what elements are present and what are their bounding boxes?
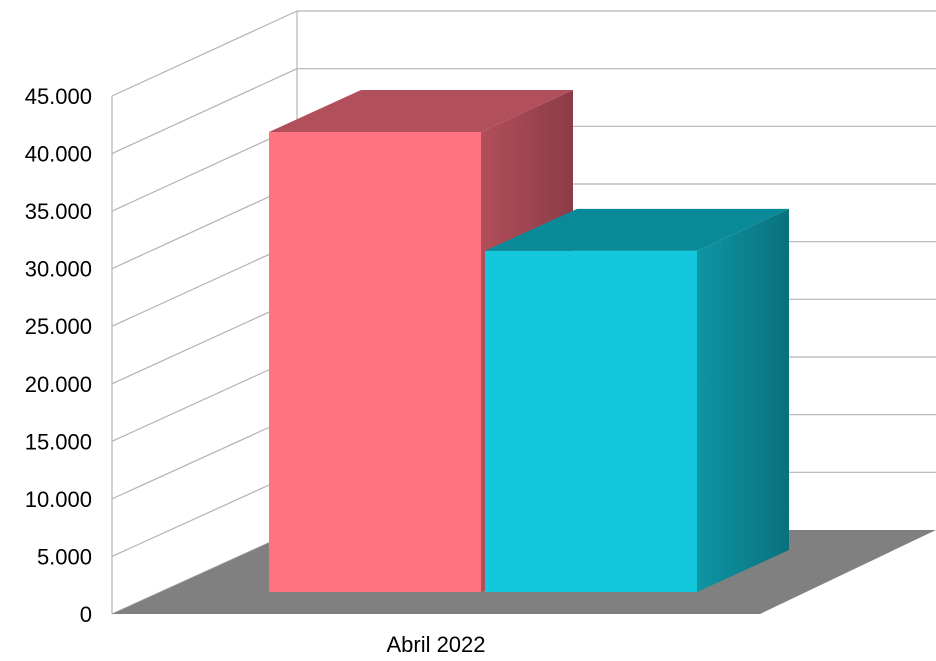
bars bbox=[269, 90, 789, 593]
y-tick-label: 40.000 bbox=[25, 142, 92, 167]
side-gridline bbox=[111, 471, 298, 557]
side-gridline bbox=[111, 414, 298, 500]
bar-top-face bbox=[269, 90, 573, 133]
y-tick-label: 35.000 bbox=[25, 199, 92, 224]
side-gridline bbox=[111, 241, 298, 327]
y-tick-label: 5.000 bbox=[37, 544, 92, 569]
y-tick-label: 45.000 bbox=[25, 84, 92, 109]
bar-side-face bbox=[697, 208, 789, 593]
bar-front-face bbox=[269, 132, 481, 593]
side-gridline bbox=[111, 68, 298, 155]
y-tick-label: 15.000 bbox=[25, 429, 92, 454]
bar-front-face bbox=[485, 250, 697, 593]
y-tick-label: 30.000 bbox=[25, 257, 92, 282]
y-tick-label: 20.000 bbox=[25, 372, 92, 397]
y-axis-tick-labels: 0 5.000 10.000 15.000 20.000 25.000 30.000 35.0… bbox=[25, 84, 92, 627]
side-gridline bbox=[111, 10, 298, 97]
side-gridline bbox=[111, 356, 298, 442]
side-gridline bbox=[111, 298, 298, 385]
side-gridline bbox=[111, 183, 298, 270]
y-tick-label: 0 bbox=[80, 602, 92, 627]
bar-top-face bbox=[485, 208, 789, 251]
y-tick-label: 10.000 bbox=[25, 487, 92, 512]
side-gridline bbox=[111, 125, 298, 212]
x-category-label: Abril 2022 bbox=[386, 632, 485, 657]
y-tick-label: 25.000 bbox=[25, 314, 92, 339]
bar-1 bbox=[485, 208, 789, 593]
